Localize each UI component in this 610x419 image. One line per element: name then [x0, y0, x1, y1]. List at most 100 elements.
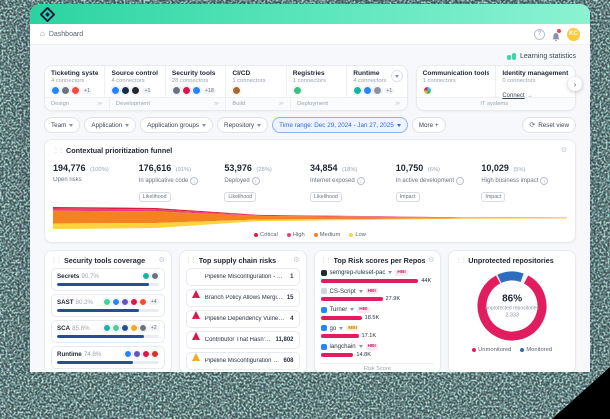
reset-view-button[interactable]: ⟳ Reset view: [522, 117, 576, 133]
connectors-row: Ticketing systems 4 connectors +1 Source…: [44, 65, 582, 111]
filter-more-button[interactable]: More +: [411, 117, 446, 133]
supply-risk-item[interactable]: Pipeline Dependency Vulnerabilities - Hi…: [185, 310, 300, 340]
connector-group-identity[interactable]: Identity management 0 connectors Connect…: [502, 70, 569, 99]
info-icon[interactable]: [251, 177, 260, 185]
impact-badge: MBI: [346, 325, 360, 331]
impact-badge: HBI: [357, 306, 370, 313]
supply-chain-widget: ⋮⋮ Top supply chain risks ⚙ Pipeline Mis…: [178, 250, 307, 374]
help-icon[interactable]: [534, 28, 545, 40]
phase-build: Build: [226, 98, 292, 110]
connector-tool-icon: [150, 350, 159, 358]
funnel-stats: 194,776 (100%) Open risks 176,616 (91%) …: [53, 158, 567, 203]
supply-risk-item[interactable]: Pipeline Misconfiguration - Medium Sever…: [185, 352, 300, 373]
info-icon[interactable]: [356, 177, 365, 185]
supply-risk-item[interactable]: Pipeline Misconfiguration - Medium Sever…: [185, 268, 300, 298]
connector-group-ticketing[interactable]: Ticketing systems 4 connectors +1: [45, 66, 106, 97]
collapse-chevron-down-button[interactable]: [390, 70, 403, 82]
unprotected-repos-widget: ⋮⋮ Unprotected repositories 86% unprotec…: [448, 250, 576, 374]
gear-icon[interactable]: ⚙: [427, 257, 435, 264]
repo-icon: [320, 343, 327, 350]
connector-icons: [232, 86, 279, 95]
drag-handle-icon[interactable]: ⋮⋮: [320, 257, 332, 264]
connector-icons: +1: [51, 86, 98, 95]
connector-group-registries[interactable]: Registries 1 connectors: [287, 66, 348, 97]
gear-icon[interactable]: ⚙: [293, 257, 300, 264]
connect-link[interactable]: Connect: [502, 93, 525, 99]
impact-badge: HBI: [395, 269, 408, 276]
dashboard-window: ⌂ Dashboard KC Learning statistics Ticke…: [30, 4, 590, 392]
repo-bar-row[interactable]: Turner HBI 18.5K: [320, 306, 435, 321]
warning-triangle-icon: [191, 336, 201, 361]
connector-group-runtime[interactable]: Runtime 4 connectors +1: [347, 66, 406, 97]
connector-tool-icon: [120, 298, 129, 306]
gear-icon[interactable]: ⚙: [560, 147, 567, 154]
connector-tool-icon: [111, 298, 120, 306]
connector-tool-icon: [129, 324, 138, 332]
funnel-stage-active-development: 10,750 (6%) In active development Impact: [395, 158, 482, 203]
coverage-row-sca[interactable]: SCA 85.8% +2: [51, 320, 165, 343]
repo-bar-row[interactable]: langchain HBI 14.8K: [320, 343, 435, 358]
connector-tool-icon: [123, 350, 132, 358]
repo-bar-row[interactable]: semgrep-ruleset-pac HBI 44K: [320, 269, 435, 284]
supply-risk-item[interactable]: Branch Policy Allows Merging Without Cod…: [185, 289, 300, 319]
connector-group-source-control[interactable]: Source control 4 connectors +1: [105, 66, 166, 97]
filter-repository[interactable]: Repository: [217, 117, 269, 133]
filter-application-groups[interactable]: Application groups: [140, 117, 214, 133]
coverage-row-secrets[interactable]: Secrets 90.7%: [51, 268, 165, 291]
connectors-card-sdlc: Ticketing systems 4 connectors +1 Source…: [44, 65, 408, 111]
connector-tool-icon: [373, 86, 383, 95]
connector-tool-icon: [102, 324, 111, 332]
funnel-stage-applicative-code: 176,616 (91%) In applicative code Likeli…: [138, 158, 225, 203]
connector-tool-icon: [121, 86, 131, 95]
filter-time-range[interactable]: Time range: Dec 29, 2024 - Jan 27, 2025: [272, 117, 408, 133]
filter-application[interactable]: Application: [84, 117, 137, 133]
notifications-bell-icon[interactable]: [551, 28, 562, 41]
funnel-chart: [53, 206, 567, 230]
filter-team[interactable]: Team: [44, 117, 81, 133]
info-icon[interactable]: [456, 177, 465, 185]
gear-icon[interactable]: ⚙: [158, 257, 165, 264]
breadcrumb[interactable]: ⌂ Dashboard: [40, 30, 83, 38]
notification-badge: [556, 28, 562, 34]
drag-handle-icon[interactable]: ⋮⋮: [185, 257, 197, 264]
connector-tool-icon: [120, 324, 129, 332]
connector-tool-icon: [138, 298, 147, 306]
connector-group-communication[interactable]: Communication tools 1 connectors: [417, 66, 497, 97]
drag-handle-icon[interactable]: ⋮⋮: [51, 257, 62, 264]
chevron-down-icon: [339, 326, 344, 330]
connector-group-cicd[interactable]: CI/CD 1 connectors: [226, 66, 287, 97]
funnel-legend: Critical High Medium Low: [53, 232, 567, 238]
coverage-row-runtime[interactable]: Runtime 74.8%: [51, 346, 165, 369]
drag-handle-icon[interactable]: ⋮⋮: [53, 147, 64, 154]
connector-group-security-tools[interactable]: Security tools 28 connectors +18: [166, 66, 227, 97]
connector-tool-icon: [363, 86, 373, 95]
connector-tool-icon: [61, 86, 70, 95]
app-logo-icon[interactable]: [40, 6, 55, 22]
breadcrumb-label: Dashboard: [48, 30, 84, 38]
connector-tool-icon: [191, 86, 201, 95]
repo-bar-row[interactable]: go MBI 17.1K: [320, 325, 435, 339]
filter-bar: Team Application Application groups Repo…: [44, 117, 576, 133]
home-icon: ⌂: [40, 29, 45, 38]
connector-tool-icon: [102, 298, 111, 306]
warning-triangle-icon: [191, 315, 201, 340]
connector-tool-icon: [131, 86, 141, 95]
learning-statistics-label[interactable]: Learning statistics: [519, 53, 576, 60]
carousel-next-button[interactable]: ›: [568, 77, 582, 91]
supply-risk-item[interactable]: Contributor That Hasn't Pushed Any Code …: [185, 331, 300, 361]
funnel-stage-deployed: 53,976 (28%) Deployed Likelihood: [224, 158, 310, 203]
repo-bar-row[interactable]: CS-Script HBI 27.9K: [320, 288, 435, 302]
connector-tool-icon: [111, 324, 120, 332]
breadcrumb-bar: ⌂ Dashboard KC: [30, 24, 590, 45]
app-topbar: [30, 4, 590, 24]
connector-icons: [292, 86, 340, 95]
info-icon[interactable]: [190, 177, 199, 185]
coverage-row-sast[interactable]: SAST 80.2% +4: [51, 294, 165, 317]
drag-handle-icon[interactable]: ⋮⋮: [455, 257, 466, 264]
donut-chart: 86% unprotected repositories 2,333: [455, 266, 569, 346]
avatar[interactable]: KC: [567, 27, 580, 41]
info-icon[interactable]: [540, 177, 549, 185]
sdlc-phase-band: Design Development Build Deployment: [45, 97, 407, 110]
impact-badge: HBI: [365, 343, 378, 350]
connector-tool-icon: [71, 86, 80, 95]
